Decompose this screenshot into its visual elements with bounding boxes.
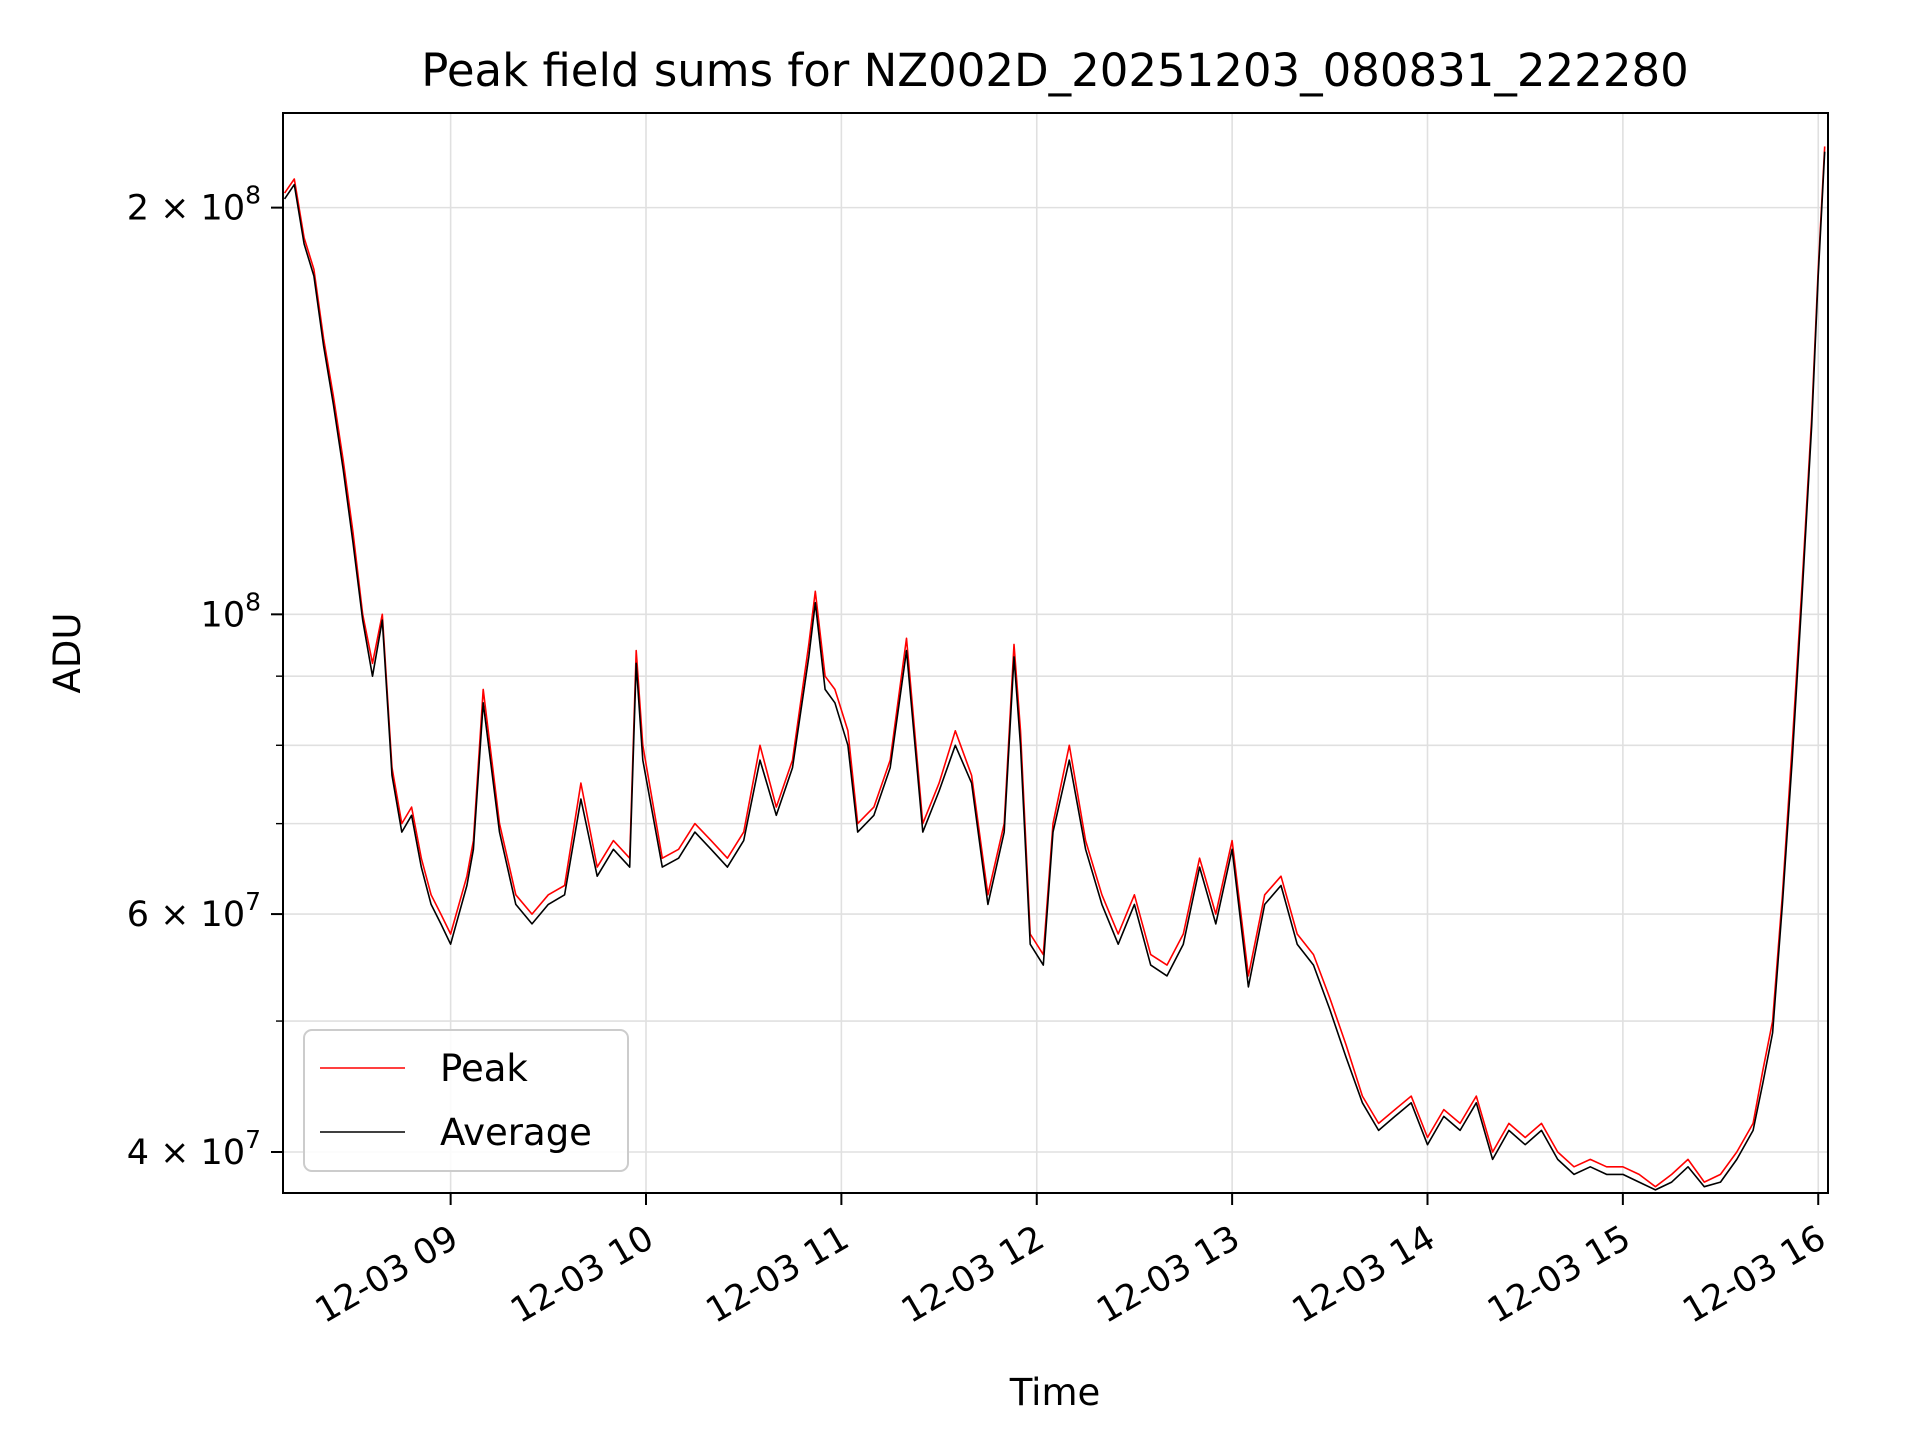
y-tick-mantissa: 6 <box>127 895 149 935</box>
y-tick-exponent: 7 <box>245 1125 261 1154</box>
plot-lines <box>283 146 1826 1191</box>
chart-title: Peak field sums for NZ002D_20251203_0808… <box>421 44 1688 97</box>
y-tick-label: 2 × 108 <box>127 181 261 229</box>
legend: Peak Average <box>303 1029 629 1172</box>
legend-label-peak: Peak <box>440 1047 528 1090</box>
legend-label-average: Average <box>440 1111 592 1154</box>
y-tick-mantissa: 4 <box>127 1133 149 1173</box>
y-axis-label: ADU <box>46 613 89 694</box>
y-tick-label: 4 × 107 <box>127 1125 261 1173</box>
legend-box <box>303 1029 629 1172</box>
y-tick-label: 6 × 107 <box>127 887 261 935</box>
plot-frame <box>282 112 1829 1194</box>
x-axis-label: Time <box>1009 1371 1101 1414</box>
y-tick-mantissa: 2 <box>127 189 149 229</box>
y-tick-exponent: 8 <box>245 587 261 616</box>
series-line-average <box>283 151 1826 1191</box>
y-axis: 4 × 107 6 × 107 108 2 × 108 <box>127 181 283 1173</box>
y-tick-exponent: 7 <box>245 887 261 916</box>
y-tick-exponent: 8 <box>245 181 261 210</box>
y-tick-label: 108 <box>201 587 261 635</box>
